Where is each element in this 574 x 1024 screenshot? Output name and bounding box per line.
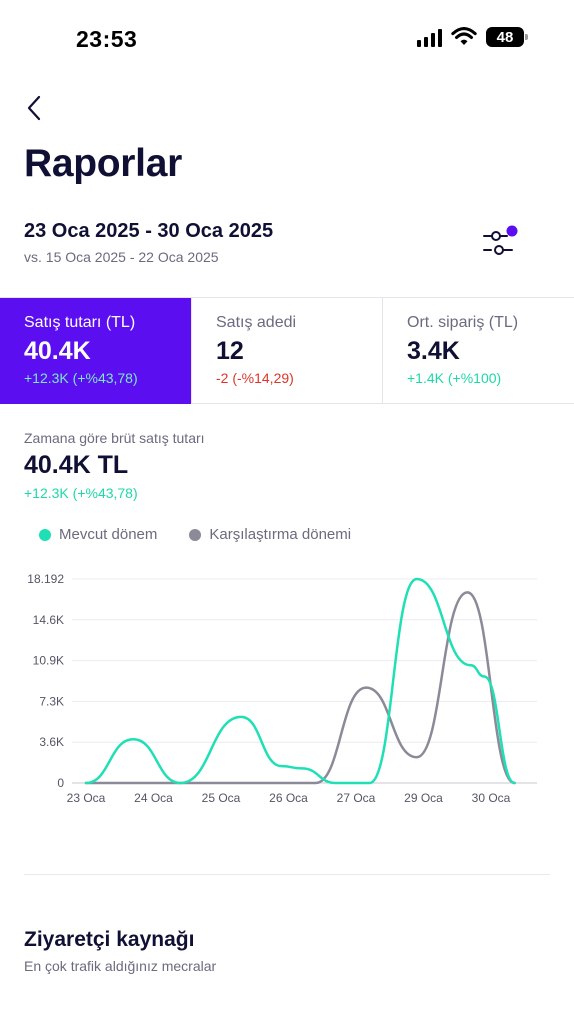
date-range[interactable]: 23 Oca 2025 - 30 Oca 2025: [24, 220, 274, 242]
metric-label: Satış tutarı (TL): [24, 314, 136, 331]
metric-sales-amount[interactable]: Satış tutarı (TL) 40.4K +12.3K (+%43,78): [0, 298, 191, 404]
chart-label: Zamana göre brüt satış tutarı: [24, 430, 205, 446]
compare-range: vs. 15 Oca 2025 - 22 Oca 2025: [24, 249, 219, 265]
metric-change: +1.4K (+%100): [407, 370, 502, 386]
chart-total: 40.4K TL: [24, 451, 129, 479]
battery-level: 48: [496, 28, 514, 46]
cellular-signal-icon: [417, 28, 442, 47]
metric-tabs: Satış tutarı (TL) 40.4K +12.3K (+%43,78)…: [0, 297, 574, 404]
status-time: 23:53: [76, 26, 138, 52]
page-title: Raporlar: [24, 142, 182, 185]
series-line-comparison: [84, 591, 516, 785]
series-line-current: [84, 577, 516, 785]
legend-dot-comparison: [189, 528, 202, 541]
wifi-icon: [451, 27, 477, 45]
y-tick-label: 18.192: [27, 572, 64, 586]
x-tick-label: 29 Oca: [404, 791, 443, 805]
x-tick-label: 25 Oca: [202, 791, 241, 805]
y-tick-label: 10.9K: [33, 654, 64, 668]
metric-value: 40.4K: [24, 337, 91, 365]
metric-change: -2 (-%14,29): [216, 370, 294, 386]
legend-item-comparison[interactable]: Karşılaştırma dönemi: [189, 526, 351, 543]
visitor-source-subtitle: En çok trafik aldığınız mecralar: [24, 958, 217, 974]
y-tick-label: 3.6K: [39, 735, 64, 749]
filter-active-dot: [506, 225, 518, 237]
x-tick-label: 27 Oca: [337, 791, 376, 805]
legend-item-current[interactable]: Mevcut dönem: [39, 526, 157, 543]
back-button[interactable]: [24, 94, 48, 122]
x-tick-label: 30 Oca: [472, 791, 511, 805]
metric-change: +12.3K (+%43,78): [24, 370, 138, 386]
legend-dot-current: [39, 528, 51, 541]
y-tick-label: 0: [57, 776, 64, 790]
battery-icon: 48: [486, 27, 528, 47]
x-tick-label: 24 Oca: [134, 791, 173, 805]
legend-label: Karşılaştırma dönemi: [209, 526, 352, 543]
y-tick-label: 7.3K: [39, 694, 64, 708]
chart-legend: Mevcut dönem Karşılaştırma dönemi: [39, 526, 351, 543]
section-divider: [24, 874, 550, 875]
metric-label: Ort. sipariş (TL): [407, 314, 519, 331]
metric-average-order[interactable]: Ort. sipariş (TL) 3.4K +1.4K (+%100): [382, 298, 573, 404]
metric-value: 3.4K: [407, 337, 460, 365]
legend-label: Mevcut dönem: [59, 526, 158, 543]
status-bar: 23:53 48: [0, 0, 574, 80]
visitor-source-title: Ziyaretçi kaynağı: [24, 928, 195, 951]
chevron-left-icon: [27, 95, 41, 121]
y-tick-label: 14.6K: [33, 613, 64, 627]
metric-value: 12: [216, 337, 244, 365]
chart-change: +12.3K (+%43,78): [24, 485, 138, 501]
x-tick-label: 23 Oca: [67, 791, 106, 805]
x-tick-label: 26 Oca: [269, 791, 308, 805]
metric-sales-count[interactable]: Satış adedi 12 -2 (-%14,29): [191, 298, 382, 404]
metric-label: Satış adedi: [216, 314, 297, 331]
status-icons: 48: [417, 27, 528, 47]
sales-line-chart[interactable]: 0 3.6K 7.3K 10.9K 14.6K 18.192 23 Oca 24 Oca 25 …: [0, 560, 574, 820]
sliders-icon: [483, 225, 518, 255]
filter-button[interactable]: [480, 222, 522, 262]
